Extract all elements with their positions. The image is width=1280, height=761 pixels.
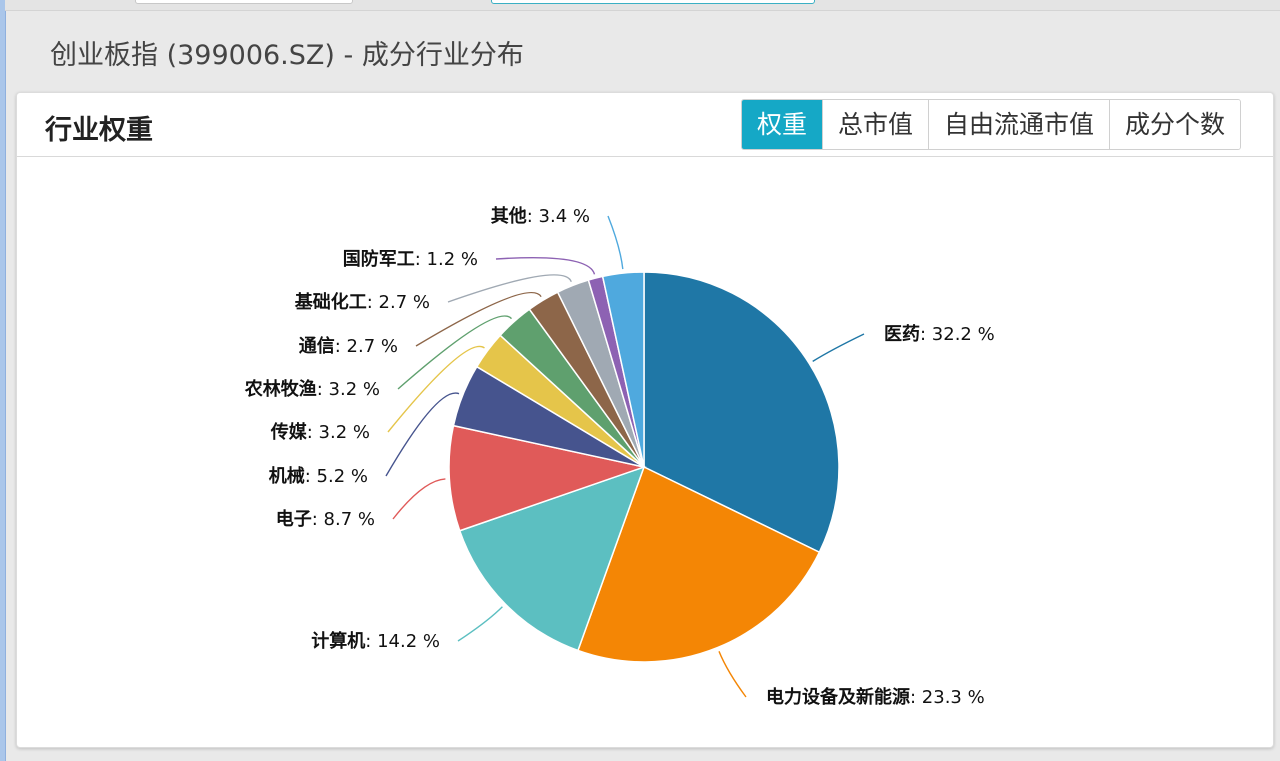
metric-tabs: 权重 总市值 自由流通市值 成分个数 (741, 99, 1242, 150)
slice-label-value: : 1.2 % (415, 249, 478, 270)
slice-label-3: 电子: 8.7 % (276, 508, 375, 530)
pie-slice-0[interactable] (643, 271, 840, 554)
slice-label-9: 国防军工: 1.2 % (343, 248, 478, 270)
slice-label-4: 机械: 5.2 % (269, 465, 368, 487)
pie-slice-3[interactable] (448, 424, 647, 532)
slice-label-value: : 23.3 % (910, 687, 985, 708)
card-header: 行业权重 权重 总市值 自由流通市值 成分个数 (17, 93, 1273, 157)
slice-label-0: 医药: 32.2 % (884, 323, 995, 345)
slice-label-name: 传媒 (270, 421, 308, 443)
tab-weight[interactable]: 权重 (742, 100, 823, 149)
leader-line-5 (387, 345, 485, 433)
slice-label-name: 通信 (299, 335, 335, 357)
slice-label-value: : 14.2 % (365, 631, 440, 652)
leader-line-10 (607, 215, 624, 270)
slice-label-value: : 2.7 % (335, 336, 398, 357)
leader-line-3 (392, 478, 446, 520)
top-toolbar (5, 0, 1280, 11)
pie-slice-1[interactable] (576, 465, 821, 663)
slice-label-7: 通信: 2.7 % (299, 335, 398, 357)
window-left-edge (0, 0, 6, 761)
slice-label-name: 电力设备及新能源 (766, 686, 910, 708)
card-title: 行业权重 (45, 115, 153, 146)
slice-label-5: 传媒: 3.2 % (270, 421, 370, 443)
slice-label-name: 国防军工 (343, 248, 415, 270)
leader-line-6 (397, 315, 513, 390)
pie-slices (448, 271, 840, 663)
slice-label-name: 机械 (269, 465, 305, 487)
leader-line-4 (385, 392, 460, 477)
slice-label-name: 电子 (276, 508, 312, 530)
slice-label-1: 电力设备及新能源: 23.3 % (766, 686, 985, 708)
slice-label-2: 计算机: 14.2 % (311, 630, 440, 652)
slice-label-value: : 32.2 % (920, 324, 995, 345)
slice-label-8: 基础化工: 2.7 % (294, 291, 430, 313)
slice-label-name: 医药 (884, 323, 920, 345)
leader-line-0 (812, 333, 865, 362)
pie-slice-10[interactable] (601, 271, 645, 468)
tab-constituent-count[interactable]: 成分个数 (1109, 100, 1241, 149)
slice-label-value: : 8.7 % (312, 509, 375, 530)
slice-label-name: 农林牧渔 (244, 378, 317, 400)
page-title: 创业板指 (399006.SZ) - 成分行业分布 (50, 40, 524, 71)
pie-labels: 医药: 32.2 % 电力设备及新能源: 23.3 % 计算机: 14.2 % 电子:… (244, 205, 995, 708)
slice-label-name: 基础化工 (294, 291, 367, 313)
leader-line-8 (447, 274, 572, 303)
slice-label-value: : 3.2 % (317, 379, 380, 400)
tab-free-float-market-cap[interactable]: 自由流通市值 (928, 100, 1110, 149)
leader-line-1 (718, 651, 747, 698)
slice-label-value: : 5.2 % (305, 466, 368, 487)
slice-label-6: 农林牧渔: 3.2 % (244, 378, 380, 400)
leader-line-2 (457, 606, 503, 642)
slice-label-name: 其他 (491, 205, 527, 227)
pie-slice-2[interactable] (458, 465, 646, 652)
slice-label-value: : 3.2 % (307, 422, 370, 443)
slice-label-10: 其他: 3.4 % (491, 205, 590, 227)
leader-line-9 (495, 256, 596, 275)
toolbar-input[interactable] (135, 0, 353, 4)
slice-label-value: : 3.4 % (527, 206, 590, 227)
leader-line-7 (415, 291, 542, 347)
pie-leader-lines (385, 215, 865, 698)
tab-total-market-cap[interactable]: 总市值 (822, 100, 929, 149)
toolbar-search-input[interactable] (491, 0, 815, 4)
slice-label-value: : 2.7 % (367, 292, 430, 313)
slice-label-name: 计算机 (311, 630, 365, 652)
